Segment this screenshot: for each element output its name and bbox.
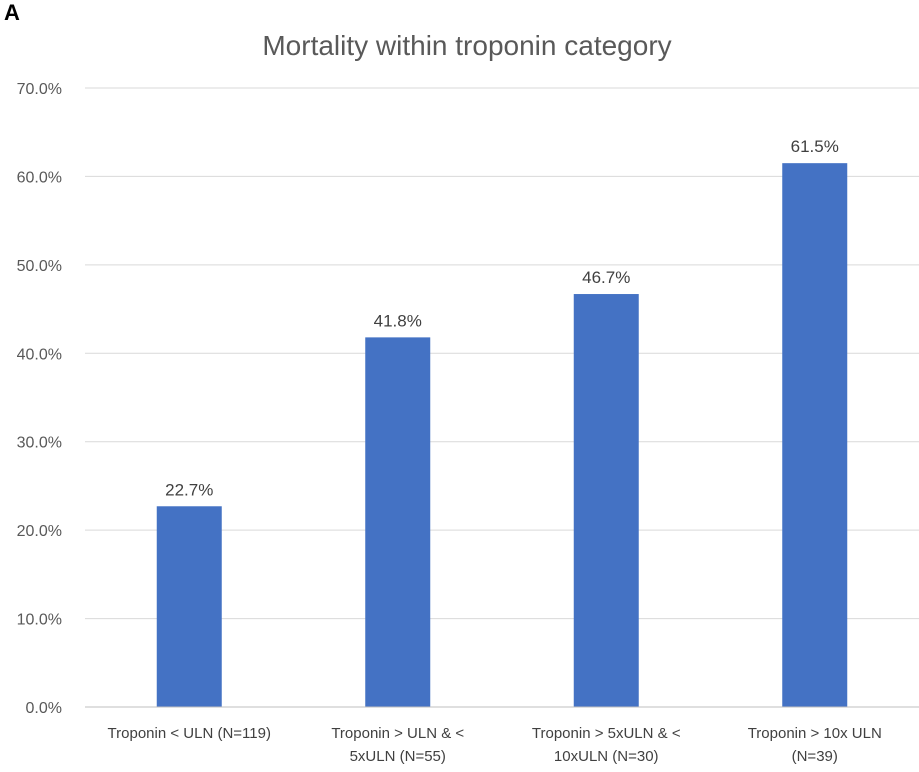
bars xyxy=(156,163,848,707)
x-axis: Troponin < ULN (N=119) Troponin > ULN & <… xyxy=(85,706,919,765)
chart-title: Mortality within troponin category xyxy=(262,30,671,61)
y-tick-label: 0.0% xyxy=(26,700,62,717)
data-label: 22.7% xyxy=(165,480,213,499)
data-label: 61.5% xyxy=(791,137,839,156)
y-axis: 0.0% 10.0% 20.0% 30.0% 40.0% 50.0% 60.0% 70.0% xyxy=(17,81,62,717)
data-labels: 22.7% 41.8% 46.7% 61.5% xyxy=(165,137,839,499)
x-category-label: Troponin > ULN & < xyxy=(331,725,464,742)
x-category-label: Troponin > 5xULN & < xyxy=(532,725,681,742)
y-tick-label: 10.0% xyxy=(17,612,62,629)
y-tick-label: 70.0% xyxy=(17,81,62,98)
x-category-label: Troponin < ULN (N=119) xyxy=(108,725,271,742)
bar xyxy=(365,337,431,707)
y-tick-label: 30.0% xyxy=(17,435,62,452)
bar xyxy=(156,506,222,707)
gridlines xyxy=(85,87,919,620)
x-category-label: (N=39) xyxy=(792,748,838,765)
x-category-label: 10xULN (N=30) xyxy=(554,748,659,765)
panel-label: A xyxy=(4,0,20,25)
data-label: 46.7% xyxy=(582,268,630,287)
x-category-label: Troponin > 10x ULN xyxy=(748,725,882,742)
y-tick-label: 50.0% xyxy=(17,258,62,275)
x-category-label: 5xULN (N=55) xyxy=(350,748,446,765)
y-tick-label: 40.0% xyxy=(17,346,62,363)
bar xyxy=(573,294,639,707)
bar xyxy=(782,163,848,707)
data-label: 41.8% xyxy=(374,311,422,330)
y-tick-label: 60.0% xyxy=(17,169,62,186)
y-tick-label: 20.0% xyxy=(17,523,62,540)
